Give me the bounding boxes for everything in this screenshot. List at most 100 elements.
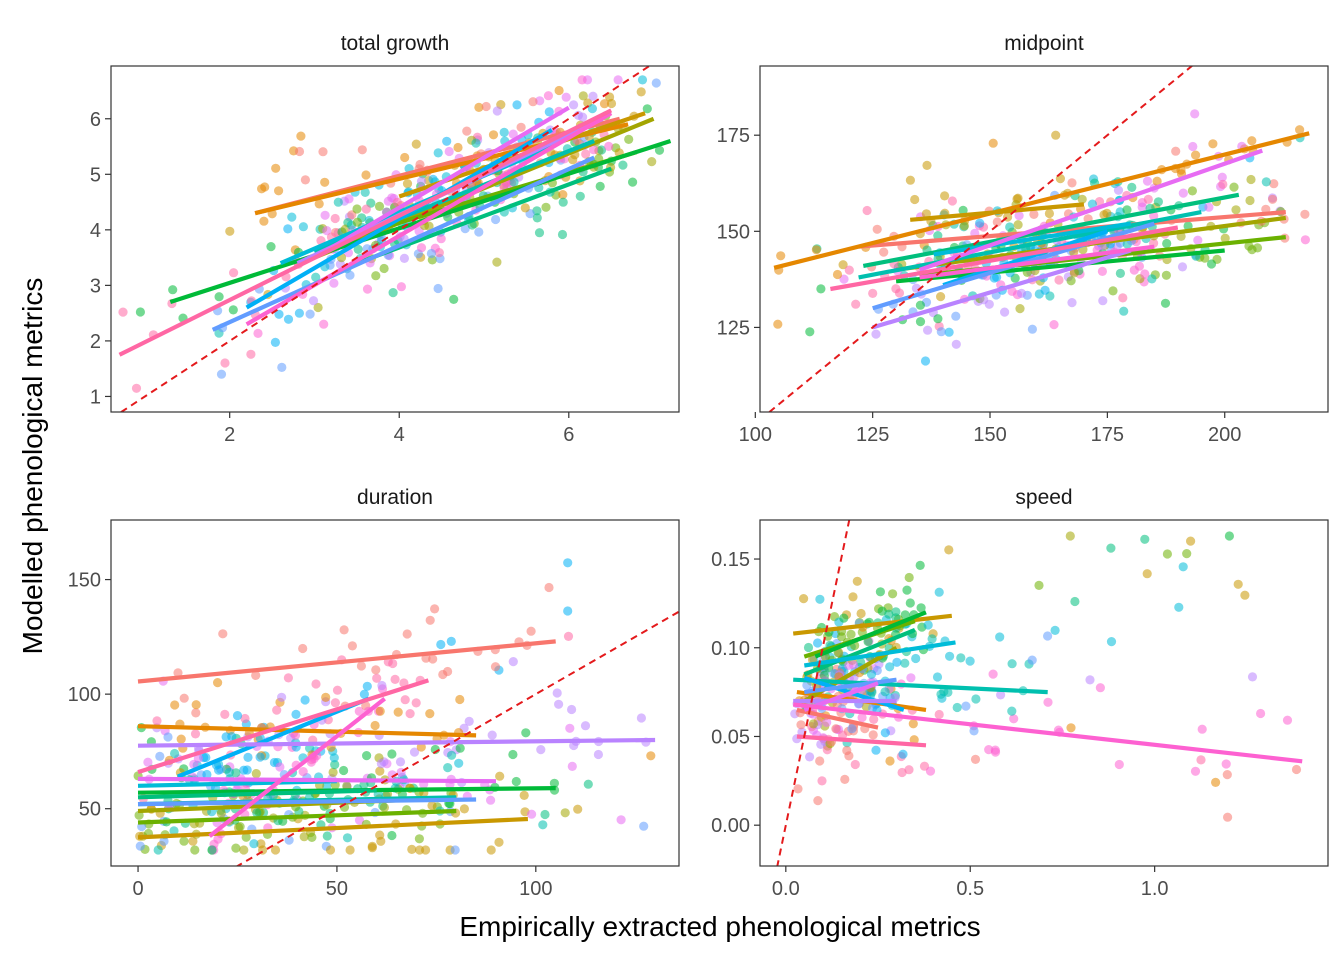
scatter-point (1000, 307, 1010, 317)
scatter-point (508, 749, 518, 760)
trend-line (872, 248, 1132, 330)
scatter-point (1015, 304, 1025, 314)
scatter-point (362, 284, 373, 294)
x-tick-label: 0 (132, 878, 143, 900)
scatter-point (970, 754, 981, 765)
scatter-point (179, 836, 189, 846)
scatter-point (933, 314, 943, 324)
trend-line (137, 639, 556, 684)
y-axis-title: Modelled phenological metrics (17, 278, 48, 655)
scatter-point (243, 752, 253, 763)
scatter-point (1067, 178, 1077, 188)
scatter-point (152, 716, 162, 726)
scatter-point (188, 836, 198, 846)
scatter-point (1106, 543, 1116, 553)
panel-border (110, 65, 680, 413)
trend-line (211, 155, 596, 332)
scatter-point (1066, 276, 1076, 286)
scatter-point (275, 762, 285, 772)
scatter-point (1208, 139, 1218, 149)
scatter-point (361, 204, 371, 214)
scatter-point (951, 311, 961, 321)
scatter-point (214, 292, 224, 302)
scatter-point (589, 145, 599, 155)
scatter-point (284, 835, 294, 845)
scatter-point (352, 204, 362, 214)
panel-0: total growth 2 4 6 1 2 3 4 5 6 (90, 32, 680, 446)
scatter-point (342, 833, 353, 843)
scatter-point (443, 763, 453, 773)
scatter-point (1247, 672, 1258, 682)
scatter-point (229, 268, 239, 278)
scatter-point (526, 626, 536, 636)
scatter-point (969, 726, 979, 736)
scatter-point (857, 712, 867, 723)
scatter-point (1077, 194, 1087, 204)
scatter-point (1013, 193, 1023, 203)
plot-area (133, 558, 679, 866)
trend-line (918, 148, 1263, 272)
scatter-point (155, 751, 165, 762)
scatter-point (1178, 188, 1188, 198)
scatter-point (433, 283, 443, 294)
scatter-point (159, 836, 169, 846)
scatter-point (811, 245, 822, 255)
scatter-point (1220, 233, 1230, 243)
scatter-point (932, 672, 943, 682)
scatter-point (880, 687, 890, 697)
scatter-point (934, 709, 944, 720)
scatter-point (270, 337, 280, 347)
scatter-point (1291, 764, 1302, 775)
scatter-point (856, 608, 866, 619)
scatter-point (494, 837, 504, 847)
y-tick-label: 4 (90, 220, 101, 242)
trend-line (137, 788, 377, 800)
scatter-point (838, 260, 848, 270)
scatter-point (940, 191, 950, 201)
scatter-point (1193, 235, 1203, 245)
scatter-point (1300, 235, 1310, 245)
panel-title: total growth (341, 32, 450, 55)
scatter-point (376, 759, 386, 769)
scatter-point (396, 282, 406, 292)
scatter-point (578, 91, 588, 101)
scatter-point (481, 101, 491, 112)
scatter-point (300, 175, 310, 185)
scatter-point (567, 761, 577, 772)
scatter-point (490, 662, 501, 672)
scatter-point (436, 639, 446, 650)
scatter-point (235, 822, 245, 832)
scatter-point (947, 196, 958, 206)
scatter-point (538, 820, 548, 830)
scatter-point (528, 97, 538, 107)
scatter-point (959, 221, 970, 231)
scatter-point (474, 227, 484, 237)
y-tick-label: 5 (90, 164, 101, 186)
scatter-point (1191, 150, 1201, 160)
scatter-point (613, 75, 623, 85)
scatter-point (563, 558, 573, 568)
scatter-point (925, 766, 936, 776)
scatter-point (425, 709, 435, 719)
scatter-point (444, 146, 454, 157)
scatter-point (402, 629, 412, 639)
scatter-point (1187, 186, 1197, 196)
scatter-point (558, 197, 568, 207)
scatter-point (393, 707, 403, 717)
scatter-point (170, 748, 180, 759)
scatter-point (298, 643, 308, 654)
scatter-point (1034, 289, 1044, 299)
scatter-point (575, 191, 585, 201)
scatter-point (624, 134, 634, 144)
scatter-point (283, 673, 293, 683)
scatter-point (900, 610, 910, 620)
scatter-point (990, 745, 1000, 755)
panel-border (759, 65, 1329, 413)
scatter-point (905, 175, 916, 185)
scatter-point (189, 759, 199, 770)
scatter-point (430, 604, 440, 614)
scatter-point (815, 756, 825, 766)
scatter-point (311, 679, 321, 689)
scatter-point (416, 176, 427, 186)
